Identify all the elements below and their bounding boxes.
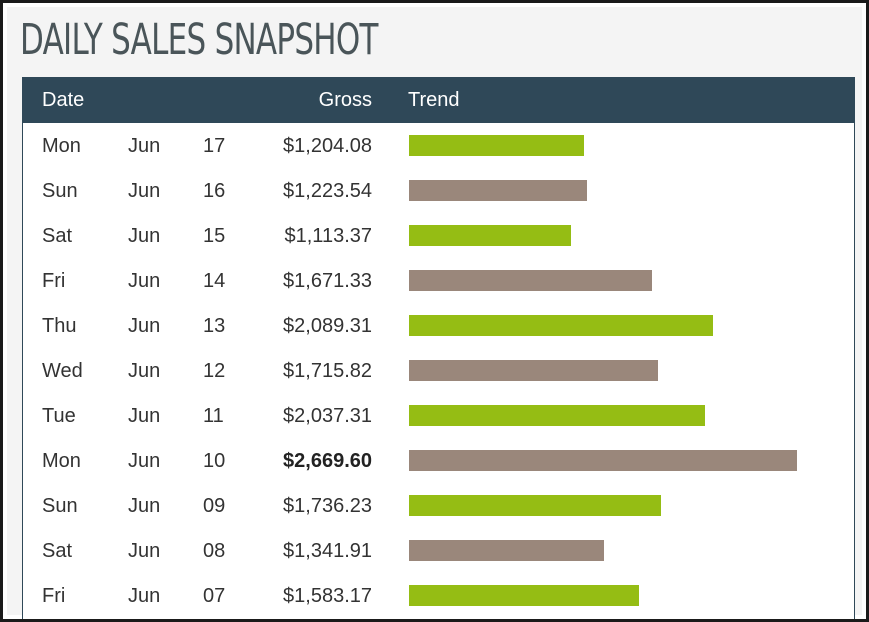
- cell-weekday: Fri: [42, 585, 66, 607]
- cell-day: 12: [203, 360, 226, 382]
- trend-bar-track: [409, 360, 809, 381]
- cell-day: 11: [203, 405, 224, 427]
- table-row: Thu Jun 13 $2,089.31: [23, 303, 854, 348]
- trend-bar: [409, 135, 584, 156]
- cell-month: Jun: [128, 315, 161, 337]
- cell-weekday: Thu: [42, 315, 77, 337]
- table-row: Wed Jun 12 $1,715.82: [23, 348, 854, 393]
- cell-month: Jun: [128, 270, 161, 292]
- cell-gross: $1,671.33: [283, 270, 372, 292]
- table-row: Sun Jun 16 $1,223.54: [23, 168, 854, 213]
- cell-gross: $1,223.54: [283, 180, 372, 202]
- column-header-trend: Trend: [408, 89, 460, 111]
- cell-month: Jun: [128, 585, 161, 607]
- cell-month: Jun: [128, 495, 161, 517]
- trend-bar-track: [409, 585, 809, 606]
- cell-day: 13: [203, 315, 226, 337]
- table-row: Sat Jun 08 $1,341.91: [23, 528, 854, 573]
- column-header-gross: Gross: [318, 89, 372, 111]
- trend-bar: [409, 585, 639, 606]
- table-row: Fri Jun 14 $1,671.33: [23, 258, 854, 303]
- trend-bar: [409, 450, 797, 471]
- cell-weekday: Wed: [42, 360, 83, 382]
- cell-gross: $1,204.08: [283, 135, 372, 157]
- trend-bar-track: [409, 450, 809, 471]
- cell-gross: $2,089.31: [283, 315, 372, 337]
- cell-gross: $1,113.37: [284, 225, 373, 247]
- cell-weekday: Sat: [42, 540, 73, 562]
- cell-weekday: Sun: [42, 180, 78, 202]
- cell-month: Jun: [128, 180, 161, 202]
- cell-day: 15: [203, 225, 226, 247]
- sales-table: Date Gross Trend Mon Jun 17 $1,204.08 Sun Jun…: [22, 77, 855, 619]
- column-header-date: Date: [42, 89, 85, 111]
- page-title: DAILY SALES SNAPSHOT: [20, 15, 378, 65]
- cell-month: Jun: [128, 540, 161, 562]
- cell-day: 14: [203, 270, 226, 292]
- cell-day: 08: [203, 540, 226, 562]
- cell-weekday: Tue: [42, 405, 76, 427]
- trend-bar: [409, 225, 571, 246]
- trend-bar-track: [409, 405, 809, 426]
- trend-bar: [409, 495, 661, 516]
- cell-weekday: Mon: [42, 450, 81, 472]
- cell-day: 07: [203, 585, 226, 607]
- cell-day: 10: [203, 450, 226, 472]
- cell-gross: $1,715.82: [283, 360, 372, 382]
- cell-month: Jun: [128, 360, 161, 382]
- trend-bar: [409, 270, 652, 291]
- cell-day: 16: [203, 180, 226, 202]
- table-row: Sat Jun 15 $1,113.37: [23, 213, 854, 258]
- table-row: Mon Jun 17 $1,204.08: [23, 123, 854, 168]
- trend-bar-track: [409, 540, 809, 561]
- trend-bar-track: [409, 225, 809, 246]
- trend-bar-track: [409, 495, 809, 516]
- cell-month: Jun: [128, 135, 161, 157]
- trend-bar-track: [409, 135, 809, 156]
- trend-bar: [409, 360, 658, 381]
- cell-gross: $1,583.17: [283, 585, 372, 607]
- cell-gross: $2,037.31: [283, 405, 372, 427]
- cell-day: 09: [203, 495, 226, 517]
- trend-bar: [409, 540, 604, 561]
- cell-weekday: Fri: [42, 270, 66, 292]
- cell-month: Jun: [128, 225, 161, 247]
- trend-bar-track: [409, 180, 809, 201]
- table-row: Tue Jun 11 $2,037.31: [23, 393, 854, 438]
- cell-gross: $2,669.60: [283, 450, 372, 472]
- table-row: Mon Jun 10 $2,669.60: [23, 438, 854, 483]
- trend-bar-track: [409, 315, 809, 336]
- table-row: Fri Jun 07 $1,583.17: [23, 573, 854, 618]
- cell-weekday: Mon: [42, 135, 81, 157]
- table-row: Sun Jun 09 $1,736.23: [23, 483, 854, 528]
- cell-gross: $1,736.23: [283, 495, 372, 517]
- cell-weekday: Sat: [42, 225, 73, 247]
- cell-month: Jun: [128, 450, 161, 472]
- cell-day: 17: [203, 135, 226, 157]
- cell-weekday: Sun: [42, 495, 78, 517]
- trend-bar: [409, 180, 587, 201]
- cell-gross: $1,341.91: [283, 540, 372, 562]
- trend-bar: [409, 315, 713, 336]
- table-header: Date Gross Trend: [23, 77, 854, 123]
- trend-bar-track: [409, 270, 809, 291]
- cell-month: Jun: [128, 405, 161, 427]
- trend-bar: [409, 405, 705, 426]
